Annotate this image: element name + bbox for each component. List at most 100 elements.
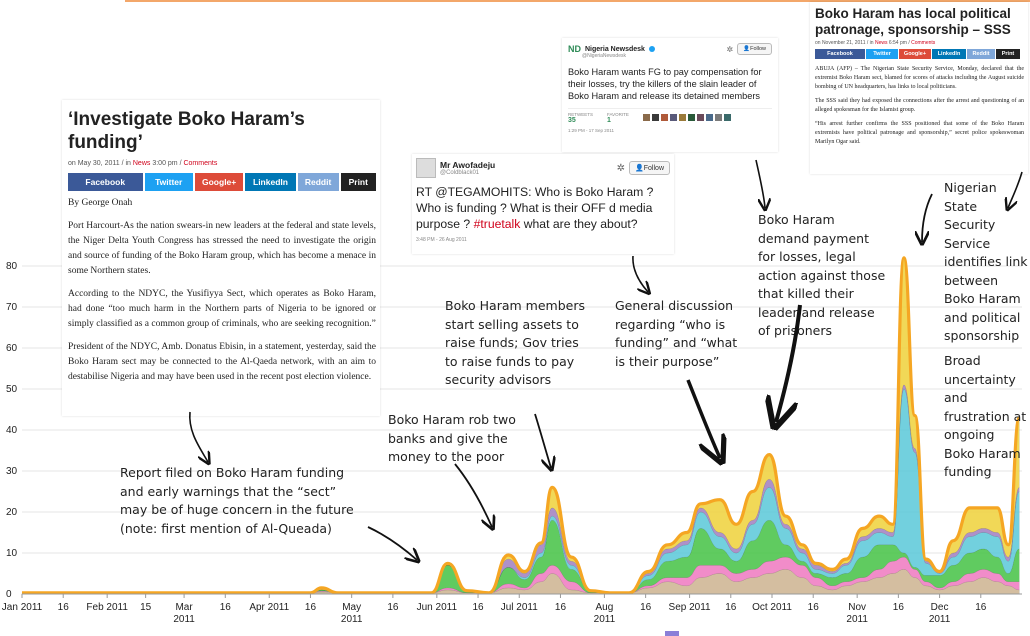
tweet-text: RT @TEGAMOHITS: Who is Boko Haram ? Who … bbox=[416, 184, 670, 232]
x-tick-label: Nov bbox=[848, 602, 866, 613]
gear-icon[interactable]: ✲ bbox=[726, 44, 734, 54]
comments-link[interactable]: Comments bbox=[911, 40, 936, 46]
x-tick-label: 16 bbox=[220, 602, 232, 613]
y-tick-label: 60 bbox=[6, 343, 18, 354]
avatar[interactable] bbox=[660, 114, 668, 121]
paragraph: The SSS said they had exposed the connec… bbox=[815, 98, 1024, 113]
share-buttons: Facebook Twitter Google+ LinkedIn Reddit… bbox=[68, 173, 376, 191]
print-button[interactable]: Print bbox=[340, 173, 376, 191]
avatar[interactable] bbox=[687, 114, 695, 121]
x-tick-label: 16 bbox=[640, 602, 652, 613]
tweet-time[interactable]: 1:29 PM - 17 Sep 2011 bbox=[568, 128, 614, 133]
x-tick-label: Oct 2011 bbox=[752, 602, 792, 613]
article-meta: on May 30, 2011 / in News 3:00 pm / Comm… bbox=[68, 160, 218, 167]
paragraph: “His arrest further confirms the SSS pos… bbox=[815, 121, 1024, 145]
hashtag-link[interactable]: #truetalk bbox=[473, 217, 521, 231]
tweet-text-end: what are they about? bbox=[520, 217, 638, 231]
x-tick-sublabel: 2011 bbox=[594, 614, 616, 625]
annotation-report: Report filed on Boko Haram funding and e… bbox=[120, 465, 354, 536]
x-tick-label: 16 bbox=[893, 602, 905, 613]
google-button[interactable]: Google+ bbox=[899, 49, 931, 59]
tweet-awofadeju: Mr Awofadeju @Coldblack01 ✲ 👤Follow RT @… bbox=[412, 154, 674, 254]
twitter-button[interactable]: Twitter bbox=[144, 173, 193, 191]
reddit-button[interactable]: Reddit bbox=[297, 173, 339, 191]
gear-icon[interactable]: ✲ bbox=[616, 162, 626, 174]
article-body: Port Harcourt-As the nation swears-in ne… bbox=[68, 219, 376, 385]
article-title: ‘Investigate Boko Haram’s funding’ bbox=[68, 109, 305, 153]
tweet-header: Mr Awofadeju @Coldblack01 ✲ 👤Follow bbox=[416, 158, 670, 178]
top-rule bbox=[125, 0, 1030, 2]
follow-label: Follow bbox=[750, 46, 766, 52]
chart-outline bbox=[22, 256, 1022, 595]
y-tick-label: 20 bbox=[6, 507, 18, 518]
x-tick-label: Dec bbox=[931, 602, 949, 613]
x-tick-label: 16 bbox=[555, 602, 567, 613]
favorite-count: FAVORITE 1 bbox=[607, 112, 629, 124]
tweet-newsdesk: ND Nigeria Newsdesk ✲ 👤Follow @NigeriaNe… bbox=[562, 38, 778, 152]
tweet-author[interactable]: Mr Awofadeju bbox=[440, 160, 496, 170]
scroll-marker[interactable] bbox=[665, 631, 679, 636]
y-tick-label: 40 bbox=[6, 425, 18, 436]
article-investigate: ‘Investigate Boko Haram’s funding’ on Ma… bbox=[62, 100, 380, 416]
x-tick-label: 16 bbox=[808, 602, 820, 613]
share-buttons: Facebook Twitter Google+ LinkedIn Reddit… bbox=[815, 49, 1024, 59]
avatar[interactable] bbox=[696, 114, 704, 121]
y-tick-label: 80 bbox=[6, 261, 18, 272]
avatar[interactable] bbox=[714, 114, 722, 121]
follow-button[interactable]: 👤Follow bbox=[737, 43, 772, 55]
linkedin-button[interactable]: LinkedIn bbox=[245, 173, 296, 191]
area-series-5 bbox=[22, 384, 1020, 594]
tweet-time[interactable]: 3:48 PM - 26 Aug 2011 bbox=[416, 237, 467, 243]
article-body: ABUJA (AFP) – The Nigerian State Securit… bbox=[815, 65, 1024, 147]
paragraph: ABUJA (AFP) – The Nigerian State Securit… bbox=[815, 66, 1024, 90]
follow-button[interactable]: 👤Follow bbox=[629, 161, 670, 175]
x-tick-label: Aug bbox=[596, 602, 614, 613]
paragraph: According to the NDYC, the Yusifiyya Sec… bbox=[68, 289, 376, 329]
total-outline bbox=[22, 256, 1021, 595]
y-tick-label: 50 bbox=[6, 384, 18, 395]
chart-series bbox=[21, 257, 1020, 595]
annotation-general: General discussion regarding “who is fun… bbox=[615, 298, 738, 369]
avatar[interactable] bbox=[705, 114, 713, 121]
comments-link[interactable]: Comments bbox=[183, 160, 218, 167]
annotation-rob: Boko Haram rob two banks and give the mo… bbox=[388, 412, 516, 464]
twitter-button[interactable]: Twitter bbox=[866, 49, 898, 59]
x-tick-label: 16 bbox=[472, 602, 484, 613]
linkedin-button[interactable]: LinkedIn bbox=[932, 49, 966, 59]
x-tick-label: May bbox=[342, 602, 361, 613]
category-link[interactable]: News bbox=[132, 160, 151, 167]
paragraph: Port Harcourt-As the nation swears-in ne… bbox=[68, 221, 376, 276]
avatar[interactable] bbox=[651, 114, 659, 121]
retweet-count: RETWEETS 35 bbox=[568, 112, 593, 124]
avatar[interactable] bbox=[723, 114, 731, 121]
area-series-2 bbox=[22, 556, 1020, 594]
article-meta: on November 21, 2011 / in News 6:54 pm /… bbox=[815, 40, 936, 46]
avatar[interactable] bbox=[642, 114, 650, 121]
retweets-label: RETWEETS bbox=[568, 112, 594, 117]
avatar[interactable] bbox=[678, 114, 686, 121]
y-tick-label: 0 bbox=[6, 589, 12, 600]
article-title: Boko Haram has local political patronage… bbox=[815, 6, 1011, 37]
reddit-button[interactable]: Reddit bbox=[967, 49, 995, 59]
google-button[interactable]: Google+ bbox=[194, 173, 244, 191]
avatar[interactable] bbox=[416, 158, 436, 178]
y-tick-label: 30 bbox=[6, 466, 18, 477]
facebook-button[interactable]: Facebook bbox=[68, 173, 143, 191]
tweet-handle[interactable]: @NigeriaNewsdesk bbox=[582, 53, 626, 59]
verified-icon bbox=[648, 46, 655, 52]
facebook-button[interactable]: Facebook bbox=[815, 49, 865, 59]
tweet-handle[interactable]: @Coldblack01 bbox=[440, 170, 480, 176]
follow-icon: 👤 bbox=[635, 165, 644, 172]
x-tick-label: Mar bbox=[175, 602, 193, 613]
x-tick-label: 16 bbox=[387, 602, 399, 613]
avatar[interactable] bbox=[669, 114, 677, 121]
retweeter-avatars bbox=[642, 114, 731, 121]
print-button[interactable]: Print bbox=[996, 49, 1020, 59]
x-tick-label: 16 bbox=[975, 602, 987, 613]
category-link[interactable]: News bbox=[874, 40, 888, 46]
byline: By George Onah bbox=[68, 198, 133, 208]
article-sss: Boko Haram has local political patronage… bbox=[810, 2, 1028, 174]
x-tick-label: 16 bbox=[305, 602, 317, 613]
tweet-author[interactable]: Nigeria Newsdesk bbox=[585, 45, 645, 53]
newsdesk-logo: ND bbox=[568, 44, 581, 54]
